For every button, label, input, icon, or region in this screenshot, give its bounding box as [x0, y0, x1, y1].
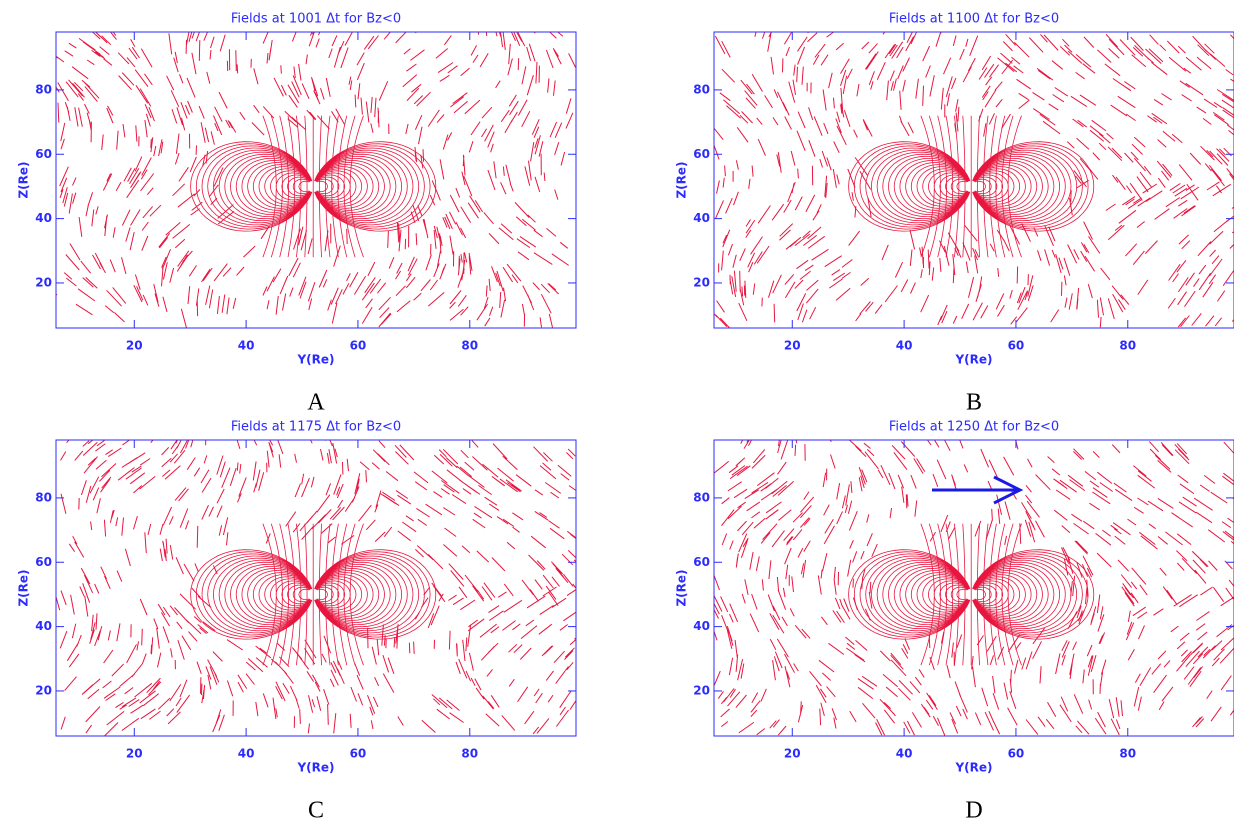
y-tick-label: 40 [693, 619, 710, 633]
x-tick-label: 60 [1008, 747, 1025, 761]
axes-frame [55, 439, 577, 737]
y-tick-label: 60 [693, 147, 710, 161]
x-axis-label: Y(Re) [954, 761, 992, 775]
x-tick-label: 20 [126, 339, 143, 353]
axes-frame [55, 31, 577, 329]
y-tick-label: 40 [35, 211, 52, 225]
x-tick-label: 60 [1008, 339, 1025, 353]
plot-area [56, 440, 576, 736]
panel-title: Fields at 1175 Δt for Bz<0 [231, 420, 401, 435]
field-dashes [56, 440, 576, 736]
x-tick-label: 60 [350, 339, 367, 353]
dipole-field-lines [190, 115, 437, 258]
y-tick-label: 60 [35, 147, 52, 161]
x-tick-label: 80 [1119, 747, 1136, 761]
y-tick-label: 60 [35, 555, 52, 569]
x-tick-label: 40 [896, 339, 913, 353]
x-tick-label: 40 [238, 747, 255, 761]
x-tick-label: 80 [1119, 339, 1136, 353]
field-dashes [56, 32, 576, 328]
y-axis-label: Z(Re) [675, 161, 689, 198]
y-tick-label: 20 [693, 683, 710, 697]
x-axis-label: Y(Re) [296, 353, 334, 367]
field-dashes [714, 32, 1234, 328]
panel-title: Fields at 1100 Δt for Bz<0 [889, 12, 1059, 27]
x-tick-label: 40 [238, 339, 255, 353]
y-tick-label: 60 [693, 555, 710, 569]
x-tick-label: 20 [784, 747, 801, 761]
x-axis-label: Y(Re) [296, 761, 334, 775]
panel-label: B [966, 390, 982, 416]
dipole-field-lines [848, 115, 1095, 258]
x-tick-label: 80 [461, 339, 478, 353]
panel-label: A [307, 390, 325, 416]
plot-area [714, 32, 1234, 328]
dipole-field-lines [848, 523, 1095, 666]
y-axis-label: Z(Re) [675, 569, 689, 606]
y-tick-label: 80 [35, 490, 52, 504]
axes-frame [713, 31, 1234, 329]
x-tick-label: 20 [126, 747, 143, 761]
x-tick-label: 80 [461, 747, 478, 761]
y-tick-label: 80 [35, 82, 52, 96]
axes-frame [713, 439, 1234, 737]
plot-area [56, 32, 576, 328]
y-tick-label: 20 [693, 275, 710, 289]
y-tick-label: 20 [35, 275, 52, 289]
y-tick-label: 80 [693, 490, 710, 504]
y-tick-label: 40 [35, 619, 52, 633]
arrow-head [993, 475, 1024, 505]
panel-label: C [308, 798, 324, 824]
y-tick-label: 20 [35, 683, 52, 697]
panel-label: D [965, 798, 982, 824]
x-axis-label: Y(Re) [954, 353, 992, 367]
dipole-field-lines [190, 523, 437, 666]
field-dashes [714, 440, 1234, 736]
y-axis-label: Z(Re) [17, 569, 31, 606]
panel-title: Fields at 1001 Δt for Bz<0 [231, 12, 401, 27]
y-tick-label: 80 [693, 82, 710, 96]
y-axis-label: Z(Re) [17, 161, 31, 198]
x-tick-label: 40 [896, 747, 913, 761]
x-tick-label: 20 [784, 339, 801, 353]
y-tick-label: 40 [693, 211, 710, 225]
panel-title: Fields at 1250 Δt for Bz<0 [889, 420, 1059, 435]
annotation-arrow [932, 475, 1024, 505]
plot-area [714, 440, 1234, 736]
x-tick-label: 60 [350, 747, 367, 761]
